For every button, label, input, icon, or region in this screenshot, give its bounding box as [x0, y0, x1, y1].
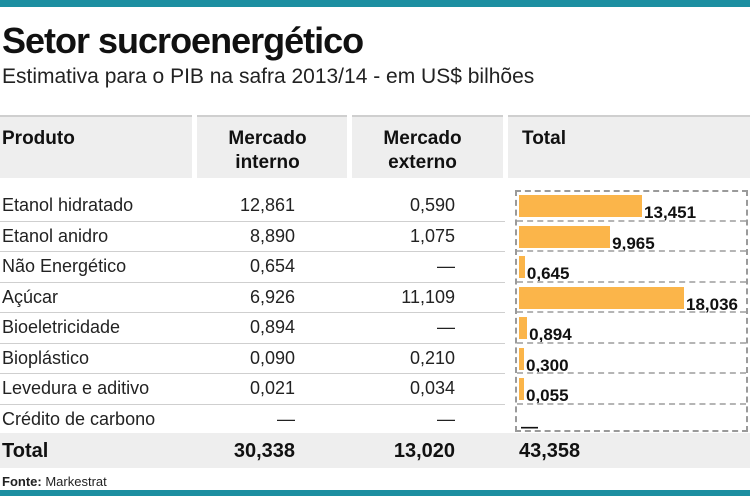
top-accent-band — [0, 0, 750, 7]
total-mercado-externo: 13,020 — [393, 440, 455, 462]
row-produto: Etanol anidro — [2, 225, 109, 246]
header-produto: Produto — [2, 128, 75, 149]
bar-value-label: 18,036 — [686, 294, 738, 314]
source-name: Markestrat — [45, 474, 107, 489]
source-label: Fonte: — [2, 474, 42, 489]
header-separator — [192, 115, 197, 178]
row-mercado-externo: 1,075 — [409, 225, 455, 246]
bar-total — [519, 225, 611, 248]
bar-value-label: 13,451 — [644, 203, 697, 222]
bar-total — [519, 378, 524, 400]
row-divider — [0, 403, 505, 405]
header-mercado-interno-line2: interno — [235, 152, 300, 173]
bar-value-label: 0,894 — [529, 325, 572, 344]
row-divider — [0, 281, 505, 283]
row-produto: Açúcar — [2, 286, 59, 307]
header-mercado-externo-line2: externo — [388, 152, 457, 173]
total-row — [0, 433, 750, 468]
row-divider — [0, 312, 505, 313]
header-separator — [347, 115, 352, 178]
row-mercado-externo: 0,034 — [409, 378, 455, 398]
row-divider — [0, 220, 505, 222]
row-divider — [0, 373, 505, 374]
bar-total — [519, 286, 684, 309]
row-mercado-interno: 8,890 — [249, 225, 295, 246]
bar-total — [519, 347, 524, 370]
row-produto: Crédito de carbono — [2, 408, 156, 429]
row-mercado-externo: 0,210 — [409, 347, 455, 368]
row-divider — [0, 342, 505, 344]
bar-gridline — [517, 250, 746, 252]
bar-value-label: 0,055 — [526, 386, 569, 405]
bar-gridline — [517, 280, 746, 283]
chart-subtitle: Estimativa para o PIB na safra 2013/14 -… — [2, 65, 535, 88]
bar-gridline — [517, 402, 746, 405]
bar-value-label: 9,965 — [612, 233, 655, 253]
header-mercado-interno: Mercado interno — [200, 127, 335, 175]
row-mercado-interno: 12,861 — [239, 195, 295, 215]
header-separator — [503, 115, 508, 178]
bar-total — [519, 317, 528, 339]
row-produto: Bioplástico — [2, 347, 90, 368]
bar-gridline — [517, 311, 746, 313]
row-mercado-interno: 6,926 — [249, 286, 295, 307]
bar-value-label: 0,300 — [526, 355, 569, 375]
bar-total — [519, 256, 525, 278]
row-mercado-interno: 0,894 — [249, 317, 295, 337]
header-mercado-externo: Mercado externo — [355, 127, 490, 175]
total-row-label: Total — [2, 440, 49, 462]
row-mercado-externo: 0,590 — [409, 195, 455, 215]
table-header — [0, 115, 750, 178]
bar-value-label: 0,645 — [526, 264, 570, 283]
row-mercado-externo: — — [437, 317, 455, 337]
chart-title: Setor sucroenergético — [2, 20, 364, 61]
row-divider — [0, 251, 505, 252]
row-produto: Não Energético — [2, 256, 127, 276]
bottom-accent-band — [0, 490, 750, 496]
header-total: Total — [522, 128, 566, 149]
row-mercado-interno: 0,654 — [249, 256, 295, 276]
bar-value-label: — — [521, 416, 538, 436]
bar-total — [519, 195, 643, 217]
header-mercado-externo-line1: Mercado — [383, 128, 462, 149]
row-mercado-interno: — — [277, 408, 295, 429]
bar-gridline — [517, 219, 746, 222]
bar-gridline — [517, 372, 746, 374]
header-mercado-interno-line1: Mercado — [228, 128, 307, 149]
bar-gridline — [517, 341, 746, 344]
row-mercado-interno: 0,090 — [249, 347, 295, 368]
row-mercado-interno: 0,021 — [249, 378, 295, 398]
row-mercado-externo: — — [437, 408, 455, 429]
row-mercado-externo: 11,109 — [401, 286, 455, 307]
row-mercado-externo: — — [437, 256, 455, 276]
bar-grid-frame — [515, 190, 748, 432]
total-mercado-interno: 30,338 — [233, 440, 295, 462]
row-produto: Etanol hidratado — [2, 195, 134, 215]
row-produto: Levedura e aditivo — [2, 378, 150, 398]
total-geral: 43,358 — [519, 440, 581, 462]
row-produto: Bioeletricidade — [2, 317, 121, 337]
source-note: Fonte: Markestrat — [2, 474, 107, 489]
